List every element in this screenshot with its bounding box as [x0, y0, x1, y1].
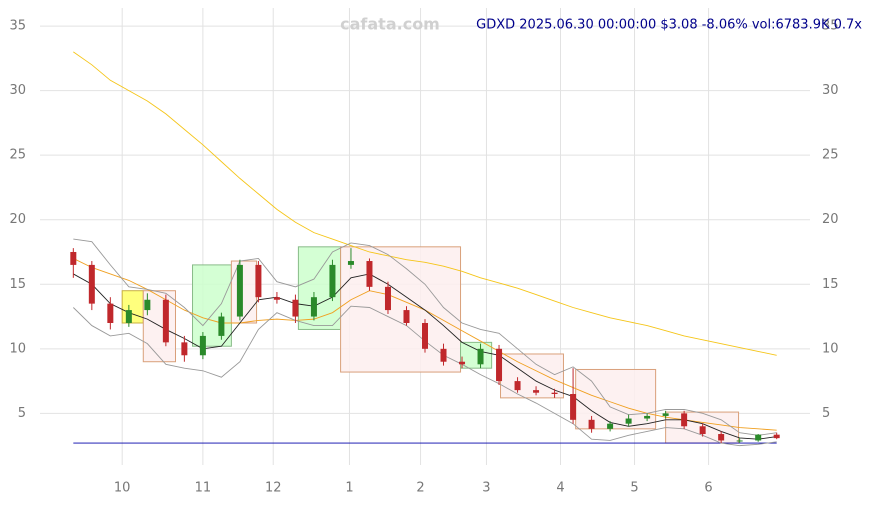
candle-body	[496, 348, 503, 382]
y-tick-label: 25	[9, 148, 26, 163]
candle-body	[236, 264, 243, 317]
candle-body	[736, 440, 743, 442]
y-tick-label: 10	[9, 341, 26, 356]
candle-body	[255, 264, 262, 298]
zone-box	[192, 264, 232, 347]
zone-box	[230, 260, 258, 324]
y-tick-label: 35	[9, 19, 26, 34]
candle-body	[718, 434, 725, 441]
zone-box	[575, 368, 657, 430]
candle-body	[181, 342, 188, 356]
x-tick-label: 1	[345, 481, 353, 496]
candle-body	[384, 286, 391, 311]
candle-body	[422, 322, 428, 349]
y-tick-label: 15	[9, 277, 26, 292]
y-tick-label: 30	[9, 83, 26, 98]
x-tick-label: 2	[416, 481, 424, 496]
candle-body	[70, 251, 77, 265]
candle-body	[162, 299, 169, 343]
x-tick-label: 6	[704, 481, 712, 496]
candle-body	[125, 310, 132, 323]
y-tick-label: 20	[9, 212, 26, 227]
candle-body	[347, 261, 354, 265]
candle-body	[459, 361, 466, 365]
candle-body	[607, 423, 614, 429]
candle-body	[440, 348, 447, 362]
y-tick-label-right: 30	[822, 83, 839, 98]
x-tick-label: 3	[482, 481, 490, 496]
candle-body	[144, 299, 151, 311]
candle-body	[273, 297, 280, 300]
x-tick-label: 10	[114, 481, 131, 496]
ma-line	[73, 51, 777, 356]
ma-line	[73, 238, 777, 436]
candle-body	[88, 264, 95, 304]
candle-body	[514, 381, 521, 391]
x-tick-label: 4	[556, 481, 564, 496]
candle-body	[292, 299, 299, 317]
zone-box	[121, 290, 144, 324]
candle-body	[366, 261, 373, 287]
candle-body	[477, 348, 484, 365]
candle-body	[588, 419, 595, 429]
x-tick-label: 12	[265, 481, 282, 496]
candle-body	[107, 303, 114, 323]
candle-body	[644, 415, 651, 419]
zone-box	[460, 341, 493, 369]
y-tick-label-right: 15	[822, 277, 839, 292]
x-tick-label: 11	[195, 481, 212, 496]
candle-body	[310, 297, 317, 317]
candle-body	[218, 316, 225, 336]
y-tick-label-right: 35	[822, 19, 839, 34]
candle-body	[681, 413, 688, 427]
ma-line	[73, 273, 777, 440]
candle-body	[662, 413, 669, 416]
candle-body	[403, 310, 410, 323]
y-tick-label-right: 10	[822, 341, 839, 356]
candle-body	[199, 335, 206, 356]
candle-body	[699, 426, 706, 435]
y-tick-label-right: 25	[822, 148, 839, 163]
y-tick-label-right: 5	[822, 406, 830, 421]
x-tick-label: 5	[630, 481, 638, 496]
candle-body	[533, 390, 540, 393]
watermark: cafata.com	[340, 15, 440, 34]
candle-body	[773, 434, 780, 439]
candle-body	[625, 418, 632, 424]
y-tick-label: 5	[18, 406, 26, 421]
chart-title: GDXD 2025.06.30 00:00:00 $3.08 -8.06% vo…	[476, 18, 862, 33]
candle-body	[551, 392, 558, 394]
y-tick-label-right: 20	[822, 212, 839, 227]
candle-body	[755, 434, 762, 441]
candle-body	[570, 393, 577, 420]
candle-body	[329, 264, 336, 298]
